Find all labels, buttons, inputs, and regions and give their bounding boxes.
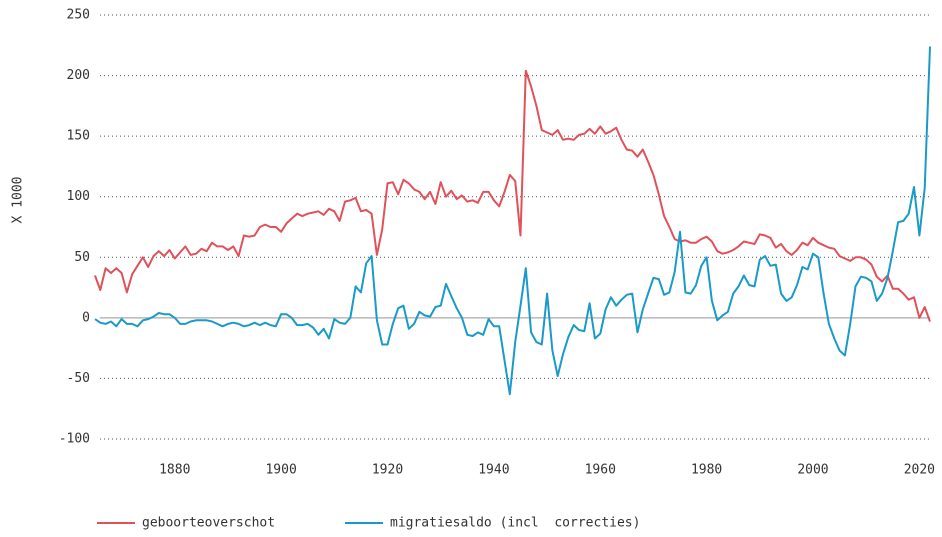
legend-label: geboorteoverschot: [142, 516, 275, 531]
x-tick-label: 1980: [691, 463, 722, 478]
x-tick-label: 2020: [904, 463, 935, 478]
x-tick-label: 2000: [797, 463, 828, 478]
y-axis-label: X 1000: [11, 177, 26, 224]
y-tick-label: 100: [67, 189, 90, 204]
y-tick-label: -50: [67, 371, 90, 386]
y-tick-label: 200: [67, 68, 90, 83]
y-tick-label: 150: [67, 129, 90, 144]
x-tick-label: 1920: [372, 463, 403, 478]
legend-label: migratiesaldo (incl correcties): [390, 516, 640, 531]
x-tick-label: 1960: [585, 463, 616, 478]
y-tick-label: 0: [82, 310, 90, 325]
x-tick-label: 1880: [159, 463, 190, 478]
series-line: [94, 46, 931, 396]
series-line: [94, 69, 931, 322]
x-tick-label: 1900: [265, 463, 296, 478]
y-tick-label: -100: [59, 432, 90, 447]
y-tick-label: 250: [67, 8, 90, 23]
x-tick-label: 1940: [478, 463, 509, 478]
y-tick-label: 50: [74, 250, 90, 265]
